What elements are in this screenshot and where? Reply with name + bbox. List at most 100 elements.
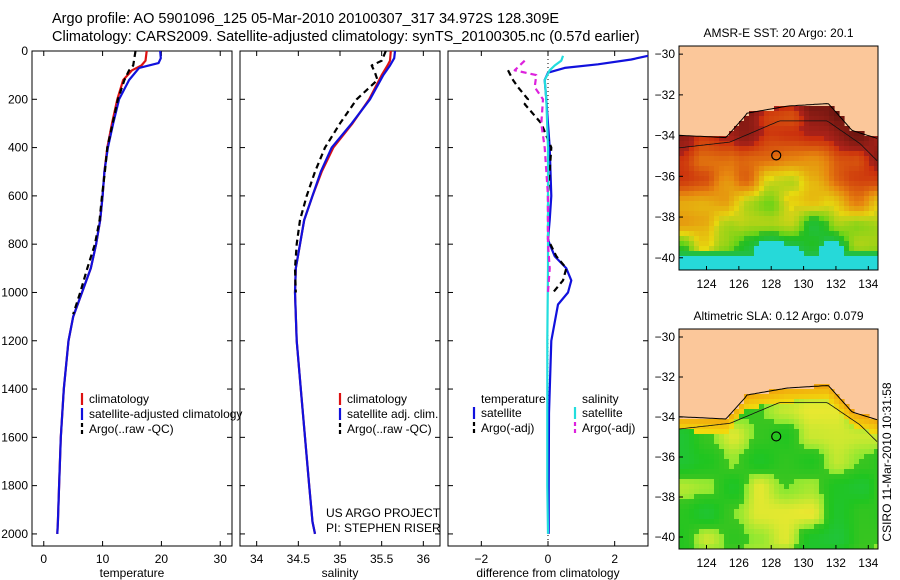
map-cell	[764, 434, 770, 440]
map-y-tick-label: −40	[655, 530, 676, 544]
map-cell	[769, 131, 775, 137]
map-cell	[719, 464, 725, 470]
map-cell	[844, 459, 850, 465]
map-cell	[764, 221, 770, 227]
map-cell	[694, 236, 700, 242]
map-cell	[739, 241, 745, 247]
map-cell	[764, 166, 770, 172]
map-cell	[834, 261, 840, 267]
map-cell	[859, 479, 865, 485]
map-cell	[759, 256, 765, 262]
map-cell	[694, 544, 700, 549]
map-cell	[749, 216, 755, 222]
map-cell	[814, 126, 820, 132]
map-cell	[774, 464, 780, 470]
map-cell	[699, 181, 705, 187]
map-cell	[854, 141, 860, 147]
map-cell	[719, 141, 725, 147]
map-cell	[774, 231, 780, 237]
map-cell	[819, 524, 825, 530]
map-cell	[799, 211, 805, 217]
map-cell	[744, 221, 750, 227]
map-cell	[804, 111, 810, 117]
map-cell	[734, 499, 740, 505]
map-cell	[869, 261, 875, 267]
map-cell	[839, 131, 845, 137]
map-cell	[789, 181, 795, 187]
map-cell	[689, 544, 695, 549]
map-cell	[784, 519, 790, 525]
map-cell	[809, 394, 815, 400]
map-cell	[874, 161, 878, 167]
map-cell	[839, 216, 845, 222]
map-cell	[734, 191, 740, 197]
map-cell	[844, 176, 850, 182]
map-cell	[739, 459, 745, 465]
x-axis-label: difference from climatology	[476, 566, 619, 580]
map-cell	[754, 166, 760, 172]
map-cell	[869, 161, 875, 167]
map-cell	[829, 181, 835, 187]
map-x-tick-label: 126	[729, 556, 749, 570]
map-cell	[859, 539, 865, 545]
map-cell	[834, 479, 840, 485]
legend-label: satellite	[582, 406, 623, 420]
map-cell	[819, 186, 825, 192]
map-cell	[859, 211, 865, 217]
map-cell	[859, 449, 865, 455]
map-cell	[779, 409, 785, 415]
map-cell	[804, 469, 810, 475]
map-cell	[784, 211, 790, 217]
map-cell	[819, 484, 825, 490]
map-cell	[809, 146, 815, 152]
map-cell	[764, 409, 770, 415]
map-cell	[799, 136, 805, 142]
map-cell	[764, 439, 770, 445]
map-cell	[734, 266, 740, 270]
map-cell	[689, 499, 695, 505]
map-cell	[689, 439, 695, 445]
map-cell	[734, 171, 740, 177]
map-cell	[784, 176, 790, 182]
map-cell	[874, 494, 878, 500]
map-cell	[699, 504, 705, 510]
map-cell	[829, 116, 835, 122]
map-cell	[684, 514, 690, 520]
map-cell	[814, 389, 820, 395]
map-cell	[809, 161, 815, 167]
map-cell	[789, 241, 795, 247]
map-cell	[699, 201, 705, 207]
map-cell	[829, 484, 835, 490]
map-cell	[704, 141, 710, 147]
map-cell	[749, 429, 755, 435]
map-cell	[744, 394, 750, 400]
map-cell	[744, 121, 750, 127]
map-cell	[779, 226, 785, 232]
map-cell	[804, 216, 810, 222]
map-cell	[814, 449, 820, 455]
map-cell	[869, 504, 875, 510]
map-cell	[799, 261, 805, 267]
map-cell	[774, 544, 780, 549]
map-cell	[774, 454, 780, 460]
map-cell	[794, 196, 800, 202]
map-cell	[764, 226, 770, 232]
map-cell	[719, 509, 725, 515]
map-cell	[699, 499, 705, 505]
map-cell	[679, 439, 685, 445]
map-cell	[699, 469, 705, 475]
map-cell	[749, 449, 755, 455]
map-cell	[769, 261, 775, 267]
map-cell	[814, 434, 820, 440]
map-cell	[724, 419, 730, 425]
map-cell	[784, 489, 790, 495]
map-cell	[719, 221, 725, 227]
map-cell	[814, 404, 820, 410]
map-cell	[749, 171, 755, 177]
map-cell	[694, 201, 700, 207]
map-cell	[819, 449, 825, 455]
map-cell	[714, 206, 720, 212]
map-cell	[819, 266, 825, 270]
map-cell	[824, 454, 830, 460]
map-cell	[694, 469, 700, 475]
